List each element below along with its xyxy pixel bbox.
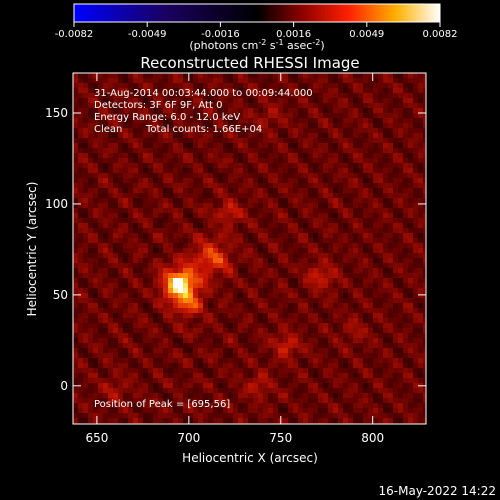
info-time-range: 31-Aug-2014 00:03:44.000 to 00:09:44.000 bbox=[94, 88, 313, 99]
y-tick-label: 100 bbox=[45, 197, 68, 211]
y-tick-label: 50 bbox=[53, 288, 68, 302]
info-detectors: Detectors: 3F 6F 9F, Att 0 bbox=[94, 100, 222, 111]
info-energy: Energy Range: 6.0 - 12.0 keV bbox=[94, 112, 240, 123]
info-counts: Total counts: 1.66E+04 bbox=[145, 124, 262, 135]
colorbar-tick-label: -0.0049 bbox=[128, 29, 167, 40]
x-axis-label: Heliocentric X (arcsec) bbox=[182, 451, 318, 465]
colorbar-tick-label: -0.0016 bbox=[201, 29, 240, 40]
colorbar bbox=[73, 3, 441, 23]
colorbar-ticks: -0.0082 -0.0049 -0.0016 0.0016 0.0049 0.0082 bbox=[55, 22, 458, 40]
y-tick-label: 0 bbox=[60, 379, 68, 393]
chart-title: Reconstructed RHESSI Image bbox=[140, 54, 359, 72]
peak-position: Position of Peak = [695,56] bbox=[94, 399, 230, 410]
x-tick-label: 750 bbox=[269, 431, 292, 445]
footer-date: 16-May-2022 14:22 bbox=[379, 484, 496, 498]
info-clean: Clean bbox=[94, 124, 122, 135]
colorbar-tick-label: 0.0016 bbox=[276, 29, 311, 40]
plot-frame bbox=[72, 72, 427, 425]
y-axis-label: Heliocentric Y (arcsec) bbox=[25, 182, 39, 317]
colorbar-unit: (photons cm-2 s-1 asec-2) bbox=[189, 38, 324, 52]
colorbar-tick-label: 0.0049 bbox=[349, 29, 384, 40]
colorbar-tick-label: 0.0082 bbox=[423, 29, 458, 40]
x-tick-label: 800 bbox=[361, 431, 384, 445]
heatmap-image bbox=[73, 73, 426, 424]
y-tick-label: 150 bbox=[45, 106, 68, 120]
x-tick-label: 650 bbox=[85, 431, 108, 445]
x-tick-label: 700 bbox=[177, 431, 200, 445]
axis-ticks: 650 700 750 800 0 50 100 150 bbox=[45, 73, 426, 445]
colorbar-tick-label: -0.0082 bbox=[55, 29, 94, 40]
